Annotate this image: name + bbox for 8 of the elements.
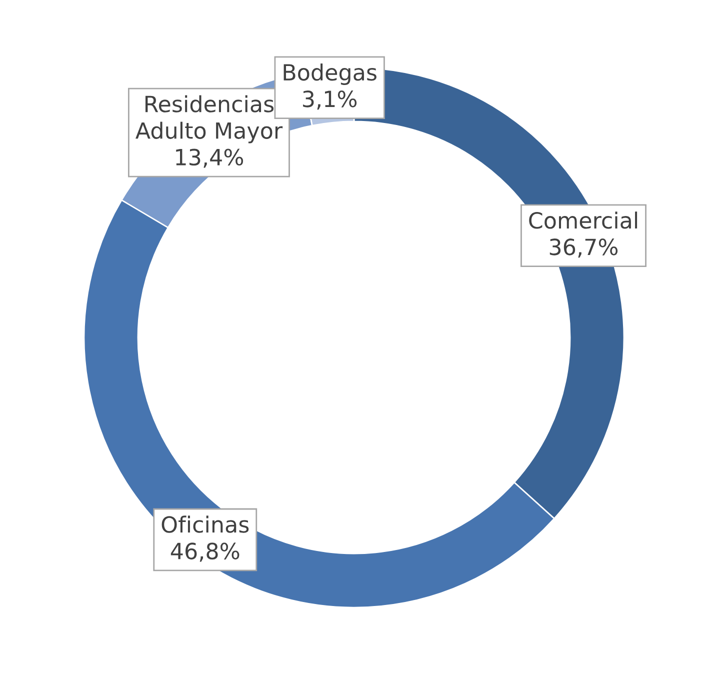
slice-label: Bodegas [284, 64, 376, 86]
data-label: 13,4% [176, 148, 244, 168]
slice-label: Comercial [529, 212, 638, 229]
data-label: 46,8% [170, 542, 240, 562]
data-label: 3,1% [303, 90, 357, 110]
slice-label: Oficinas [162, 516, 249, 533]
data-label: 36,7% [550, 238, 618, 258]
slice-label: Residencias Adulto Mayor [136, 95, 283, 144]
